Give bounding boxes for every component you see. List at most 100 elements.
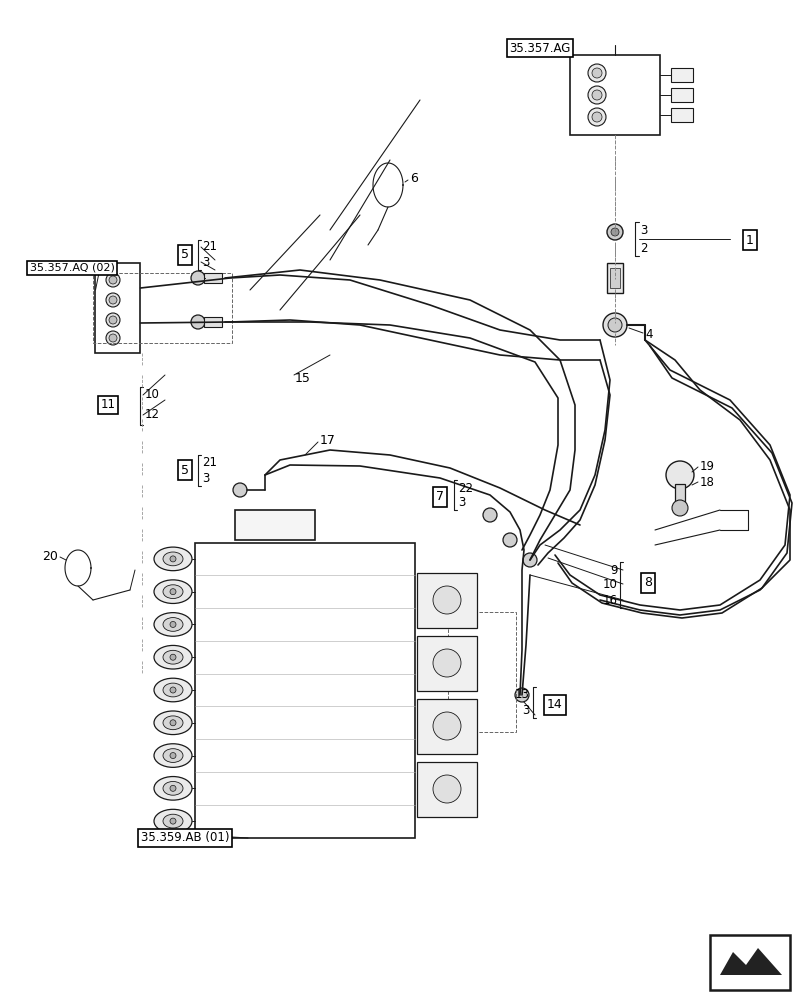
Bar (569, 55, 659, 135)
Text: 22: 22 (457, 482, 473, 494)
Ellipse shape (154, 547, 191, 571)
Text: 3: 3 (202, 255, 209, 268)
Bar (204, 317, 221, 327)
Text: 35.357.AQ (02): 35.357.AQ (02) (29, 263, 114, 273)
Bar (674, 484, 684, 506)
Circle shape (191, 271, 204, 285)
Circle shape (169, 785, 176, 791)
Bar (96, 263, 140, 353)
Ellipse shape (163, 749, 182, 762)
Circle shape (591, 90, 601, 100)
Ellipse shape (154, 678, 191, 702)
Text: 17: 17 (320, 434, 336, 446)
Ellipse shape (154, 645, 191, 669)
Ellipse shape (163, 650, 182, 664)
Bar (670, 108, 692, 122)
Ellipse shape (154, 613, 191, 636)
Circle shape (109, 316, 117, 324)
Bar (607, 263, 622, 293)
Circle shape (191, 315, 204, 329)
Circle shape (672, 500, 687, 516)
Ellipse shape (163, 552, 182, 566)
Text: 3: 3 (457, 496, 465, 510)
Bar (709, 935, 789, 990)
Circle shape (233, 483, 247, 497)
Polygon shape (719, 948, 781, 975)
Circle shape (432, 775, 461, 803)
Circle shape (603, 313, 626, 337)
Text: 14: 14 (547, 698, 562, 712)
Bar (417, 698, 476, 754)
Circle shape (587, 64, 605, 82)
Bar (195, 542, 414, 837)
Text: 2: 2 (639, 241, 646, 254)
Circle shape (109, 276, 117, 284)
Circle shape (432, 712, 461, 740)
Text: 9: 9 (610, 564, 617, 576)
Circle shape (109, 296, 117, 304)
Circle shape (587, 108, 605, 126)
Text: 8: 8 (643, 576, 651, 589)
Text: 12: 12 (145, 408, 160, 422)
Circle shape (432, 649, 461, 677)
Text: 21: 21 (202, 456, 217, 468)
Text: 1: 1 (745, 233, 753, 246)
Circle shape (522, 553, 536, 567)
Text: 19: 19 (699, 460, 714, 474)
Text: 6: 6 (410, 172, 418, 185)
Ellipse shape (163, 585, 182, 599)
Bar (670, 88, 692, 102)
Text: 15: 15 (294, 371, 311, 384)
Text: 13: 13 (514, 688, 530, 702)
Text: 5: 5 (181, 464, 189, 477)
Circle shape (106, 331, 120, 345)
Text: 16: 16 (603, 593, 617, 606)
Bar (417, 636, 476, 690)
Ellipse shape (154, 777, 191, 800)
Ellipse shape (154, 580, 191, 603)
Text: 4: 4 (644, 328, 652, 342)
Bar (670, 68, 692, 82)
Text: 18: 18 (699, 476, 714, 488)
Circle shape (587, 86, 605, 104)
Text: 35.359.AB (01): 35.359.AB (01) (140, 831, 229, 844)
Circle shape (591, 112, 601, 122)
Circle shape (169, 654, 176, 660)
Circle shape (607, 318, 621, 332)
Text: 3: 3 (639, 224, 646, 236)
Circle shape (106, 273, 120, 287)
Text: 3: 3 (522, 704, 530, 716)
Text: 3: 3 (202, 472, 209, 485)
Circle shape (591, 68, 601, 78)
Ellipse shape (154, 809, 191, 833)
Circle shape (169, 818, 176, 824)
Circle shape (665, 461, 693, 489)
Circle shape (607, 224, 622, 240)
Circle shape (502, 533, 517, 547)
Text: 11: 11 (101, 398, 115, 412)
Bar (417, 762, 476, 816)
Circle shape (432, 586, 461, 614)
Bar (93, 273, 232, 343)
Ellipse shape (163, 618, 182, 631)
Bar (417, 572, 476, 628)
Text: 20: 20 (42, 550, 58, 564)
Text: 10: 10 (603, 578, 617, 590)
Ellipse shape (163, 781, 182, 795)
Circle shape (169, 589, 176, 595)
Ellipse shape (163, 683, 182, 697)
Circle shape (109, 334, 117, 342)
Ellipse shape (154, 744, 191, 767)
Bar (448, 612, 515, 732)
Circle shape (483, 508, 496, 522)
Text: 10: 10 (145, 388, 160, 401)
Circle shape (169, 753, 176, 759)
Ellipse shape (163, 814, 182, 828)
Text: 7: 7 (436, 490, 444, 504)
Circle shape (106, 313, 120, 327)
Circle shape (514, 688, 528, 702)
Circle shape (169, 687, 176, 693)
Circle shape (610, 228, 618, 236)
Ellipse shape (163, 716, 182, 730)
Bar (204, 273, 221, 283)
